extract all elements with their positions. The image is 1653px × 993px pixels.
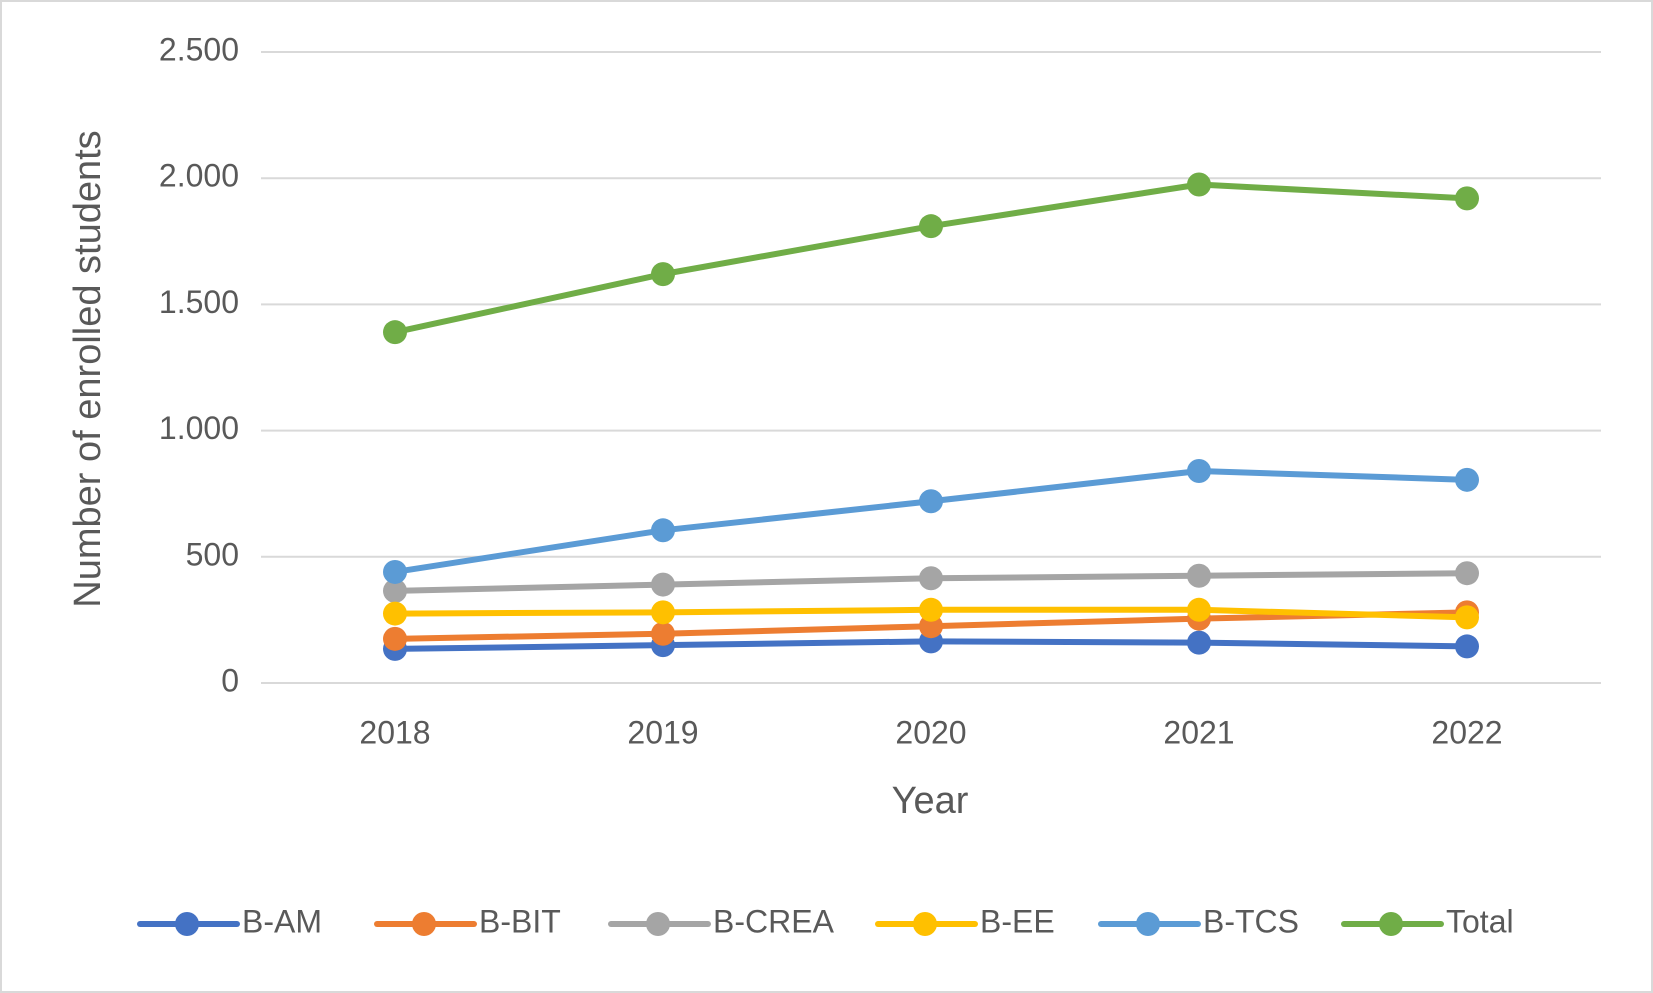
data-point (919, 214, 943, 239)
data-point (651, 621, 675, 646)
x-tick-label: 2019 (627, 714, 698, 750)
legend-marker (646, 912, 670, 936)
data-point (919, 566, 943, 591)
data-point (651, 600, 675, 625)
legend-marker (175, 912, 199, 936)
data-point (1455, 605, 1479, 630)
legend-marker (913, 912, 937, 936)
data-point (919, 489, 943, 514)
legend-text: Total (1446, 903, 1514, 939)
legend-marker (1136, 912, 1160, 936)
x-tick-label: 2018 (359, 714, 430, 750)
y-tick-label: 2.000 (159, 158, 239, 194)
y-tick-label: 2.500 (159, 31, 239, 67)
data-point (383, 320, 407, 345)
data-point (1455, 467, 1479, 492)
data-point (383, 559, 407, 584)
legend-marker (1379, 912, 1403, 936)
data-point (1455, 634, 1479, 659)
y-tick-label: 1.000 (159, 410, 239, 446)
data-point (651, 572, 675, 597)
x-tick-label: 2020 (895, 714, 966, 750)
data-point (1187, 458, 1211, 483)
legend-text: B-CREA (713, 903, 835, 939)
data-point (383, 578, 407, 603)
y-tick-label: 500 (186, 536, 239, 572)
x-axis-title: Year (892, 780, 969, 822)
data-point (1455, 186, 1479, 211)
data-point (1455, 561, 1479, 586)
data-point (1187, 563, 1211, 588)
data-point (651, 262, 675, 287)
y-tick-label: 0 (221, 662, 239, 698)
x-tick-label: 2022 (1431, 714, 1502, 750)
data-point (919, 597, 943, 622)
data-point (651, 518, 675, 543)
data-point (383, 626, 407, 651)
data-point (1187, 172, 1211, 197)
x-tick-label: 2021 (1163, 714, 1234, 750)
legend-text: B-TCS (1203, 903, 1299, 939)
legend-marker (412, 912, 436, 936)
data-point (919, 614, 943, 639)
data-point (1187, 630, 1211, 655)
legend-text: B-BIT (479, 903, 561, 939)
y-axis-title: Number of enrolled students (67, 130, 109, 607)
data-point (383, 601, 407, 626)
data-point (1187, 597, 1211, 622)
y-tick-label: 1.500 (159, 284, 239, 320)
legend-text: B-EE (980, 903, 1055, 939)
legend-text: B-AM (242, 903, 322, 939)
